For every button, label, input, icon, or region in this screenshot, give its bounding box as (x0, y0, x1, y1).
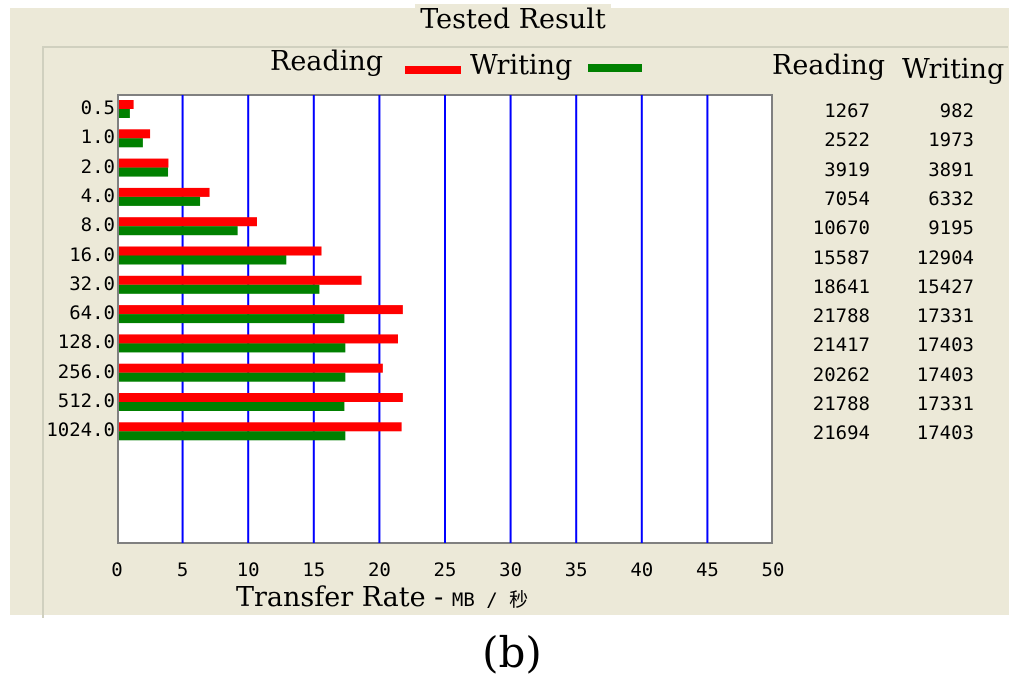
writing-bar (119, 226, 238, 236)
x-tick-label: 50 (761, 559, 785, 581)
reading-value-cell: 21694 (812, 422, 870, 445)
x-tick-label: 5 (176, 559, 189, 581)
y-tick-label: 64.0 (69, 302, 115, 325)
writing-value-cell: 3891 (928, 158, 974, 181)
reading-bar (119, 275, 362, 285)
writing-bar (119, 343, 346, 353)
writing-bar (119, 196, 201, 206)
reading-bar (119, 305, 403, 315)
x-tick-label: 40 (630, 559, 654, 581)
writing-bar (119, 138, 143, 148)
writing-bar (119, 167, 169, 177)
reading-value-cell: 1267 (824, 100, 870, 122)
y-tick-label: 4.0 (80, 184, 115, 207)
writing-value-cell: 17403 (916, 422, 974, 445)
reading-bar (119, 334, 398, 344)
chart-title: Tested Result (415, 4, 611, 35)
writing-value-cell: 17403 (916, 363, 974, 386)
y-tick-label: 1024.0 (46, 419, 115, 442)
reading-bar (119, 158, 169, 168)
y-tick-label: 0.5 (80, 97, 115, 119)
reading-value-cell: 18641 (812, 275, 870, 298)
writing-value-cell: 6332 (928, 187, 974, 210)
y-tick-label: 8.0 (80, 214, 115, 237)
reading-value-cell: 7054 (824, 187, 870, 210)
writing-bar (119, 372, 346, 382)
figure-caption: (b) (482, 628, 542, 677)
y-tick-label: 512.0 (57, 390, 115, 412)
x-tick-label: 20 (367, 559, 391, 581)
x-tick-label: 25 (433, 559, 457, 581)
reading-bar (119, 246, 322, 256)
legend-writing-swatch (588, 64, 642, 72)
x-tick-label: 0 (111, 559, 123, 581)
writing-bar (119, 402, 345, 411)
writing-column-header: Writing (902, 54, 1005, 85)
writing-bar (119, 431, 346, 441)
tested-result-groupbox (42, 46, 1008, 618)
x-axis-label-unit: MB / 秒 (451, 589, 529, 611)
writing-value-cell: 17331 (916, 305, 974, 328)
y-tick-label: 32.0 (69, 272, 115, 295)
reading-value-cell: 21788 (812, 305, 870, 328)
legend-reading-swatch (405, 66, 461, 74)
x-tick-label: 35 (564, 559, 588, 581)
reading-value-cell: 3919 (824, 158, 870, 181)
writing-bar (119, 284, 320, 294)
writing-value-cell: 12904 (916, 246, 974, 269)
reading-value-cell: 10670 (812, 217, 870, 240)
writing-value-cell: 1973 (928, 129, 974, 152)
x-tick-label: 45 (695, 559, 719, 581)
writing-value-cell: 9195 (928, 217, 974, 240)
writing-bar (119, 255, 287, 265)
reading-bar (119, 100, 134, 109)
reading-column-header: Reading (772, 50, 885, 81)
writing-value-cell: 17331 (916, 393, 974, 415)
y-tick-label: 256.0 (57, 360, 115, 383)
reading-bar (119, 217, 257, 227)
x-axis-label-text: Transfer Rate - (236, 582, 452, 613)
reading-value-cell: 20262 (812, 363, 870, 386)
legend-reading-label: Reading (270, 46, 383, 77)
x-tick-label: 10 (236, 559, 260, 581)
y-tick-label: 1.0 (80, 126, 115, 149)
reading-bar (119, 129, 151, 139)
y-tick-label: 16.0 (69, 243, 115, 266)
legend-writing-label: Writing (470, 50, 573, 81)
reading-bar (119, 422, 402, 432)
reading-value-cell: 21788 (812, 393, 870, 415)
x-tick-label: 15 (302, 559, 326, 581)
x-axis-label: Transfer Rate - MB / 秒 (228, 582, 537, 613)
reading-value-cell: 15587 (812, 246, 870, 269)
writing-bar (119, 109, 130, 118)
writing-value-cell: 15427 (916, 275, 974, 298)
y-tick-label: 128.0 (57, 331, 115, 354)
y-tick-label: 2.0 (80, 155, 115, 178)
reading-value-cell: 21417 (812, 334, 870, 357)
writing-value-cell: 17403 (916, 334, 974, 357)
reading-bar (119, 393, 403, 402)
reading-bar (119, 187, 210, 197)
reading-value-cell: 2522 (824, 129, 870, 152)
writing-value-cell: 982 (939, 100, 974, 122)
reading-bar (119, 363, 383, 373)
x-tick-label: 30 (499, 559, 523, 581)
writing-bar (119, 314, 345, 324)
bar-chart-plot (117, 94, 773, 544)
